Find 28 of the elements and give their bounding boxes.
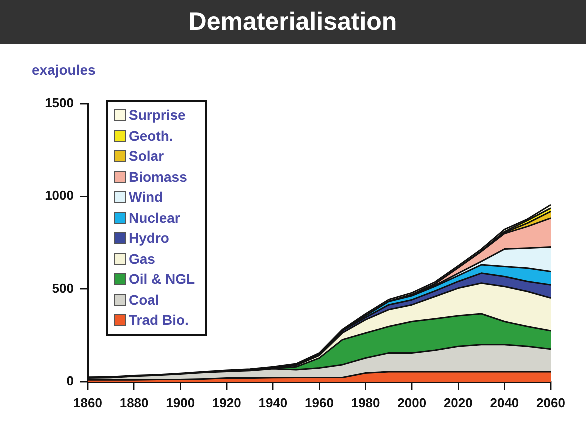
legend-label: Oil & NGL bbox=[129, 271, 196, 288]
x-tick-label: 1860 bbox=[74, 395, 102, 410]
x-tick-label: 1900 bbox=[166, 395, 196, 410]
x-tick-label: 2060 bbox=[536, 395, 566, 410]
y-axis-title: exajoules bbox=[32, 62, 96, 78]
x-tick-label: 1940 bbox=[258, 395, 288, 410]
legend-label: Hydro bbox=[129, 230, 170, 246]
legend-label: Gas bbox=[129, 250, 156, 267]
x-tick-label: 2020 bbox=[444, 395, 473, 410]
legend-label: Nuclear bbox=[129, 210, 180, 226]
legend-label: Solar bbox=[129, 148, 164, 164]
chart-title: Dematerialisation bbox=[0, 0, 586, 44]
legend-label: Coal bbox=[129, 292, 160, 308]
x-tick-label: 1960 bbox=[305, 395, 334, 410]
y-tick-label: 1500 bbox=[45, 96, 74, 111]
x-tick-label: 1980 bbox=[351, 395, 380, 410]
x-tick-label: 2040 bbox=[490, 395, 520, 410]
legend-label: Trad Bio. bbox=[129, 312, 189, 328]
legend-label: Biomass bbox=[129, 168, 188, 185]
x-tick-label: 2000 bbox=[398, 395, 427, 410]
x-tick-label: 1880 bbox=[120, 395, 149, 410]
y-tick-label: 0 bbox=[66, 374, 74, 389]
y-tick-label: 1000 bbox=[45, 188, 74, 204]
legend-label: Geoth. bbox=[129, 128, 174, 144]
y-tick-label: 500 bbox=[52, 280, 74, 296]
x-tick-label: 1920 bbox=[212, 395, 242, 410]
legend-label: Wind bbox=[129, 189, 164, 206]
legend-label: Surprise bbox=[129, 107, 186, 124]
